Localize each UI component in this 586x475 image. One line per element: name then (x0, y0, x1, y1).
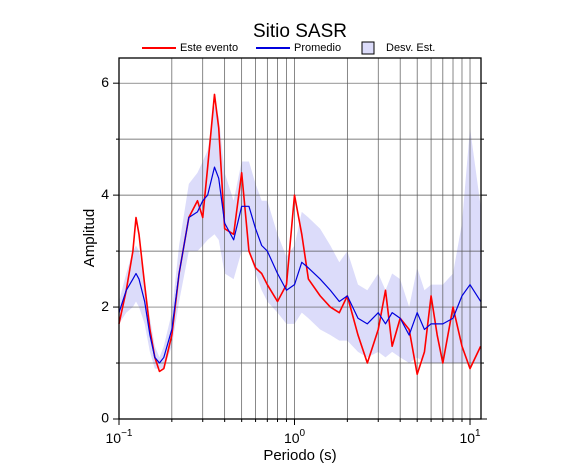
x-tick-exponent: 1 (475, 428, 481, 439)
x-tick-exponent: 0 (300, 428, 306, 439)
series-line (118, 93, 482, 376)
y-tick-label: 6 (101, 74, 109, 90)
y-tick-label: 0 (101, 410, 109, 426)
series-line (118, 166, 482, 364)
x-tick-base: 10 (459, 430, 475, 446)
x-axis-label: Periodo (s) (263, 447, 336, 464)
std-band (119, 105, 481, 369)
x-tick-label: 10−1 (106, 428, 133, 446)
x-tick-label: 100 (284, 428, 306, 446)
legend-label: Desv. Est. (386, 42, 435, 54)
y-axis-label: Amplitud (81, 209, 98, 267)
chart-title: Sitio SASR (253, 21, 347, 42)
plot-frame (118, 57, 482, 420)
legend-swatch (361, 41, 375, 55)
legend-label: Este evento (180, 42, 238, 54)
x-tick-exponent: −1 (121, 428, 133, 439)
y-tick-label: 4 (101, 186, 109, 202)
x-tick-base: 10 (106, 430, 122, 446)
x-tick-label: 101 (459, 428, 481, 446)
x-tick-base: 10 (284, 430, 300, 446)
y-tick-label: 2 (101, 298, 109, 314)
legend-label: Promedio (294, 42, 341, 54)
